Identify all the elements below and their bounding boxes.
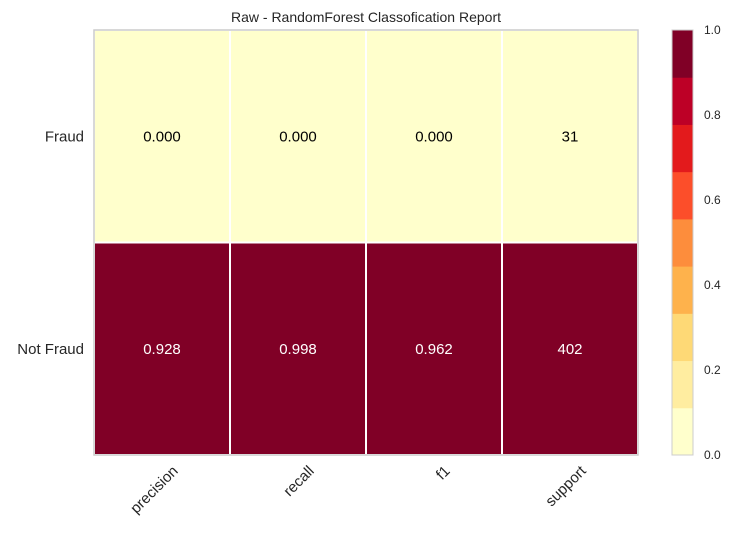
column-tick-label: precision — [127, 463, 181, 517]
colorbar-segment — [672, 313, 693, 362]
cell-value-label: 0.962 — [415, 341, 453, 358]
colorbar-segment — [672, 171, 693, 220]
colorbar-tick-label: 1.0 — [704, 23, 721, 37]
cell-value-label: 0.000 — [279, 128, 317, 145]
cell-value-label: 0.928 — [143, 341, 181, 358]
heatmap-cell-not-fraud-f1 — [365, 241, 503, 456]
colorbar-segment — [672, 30, 693, 78]
heatmap-cell-fraud-precision — [93, 29, 231, 244]
colorbar-segment — [672, 360, 693, 409]
colorbar-tick-label: 0.6 — [704, 193, 721, 207]
row-tick-label: Fraud — [45, 128, 84, 145]
colorbar-segment — [672, 407, 693, 456]
colorbar-tick-label: 0.8 — [704, 108, 721, 122]
column-tick-label: support — [542, 462, 590, 510]
colorbar-segment — [672, 124, 693, 173]
plot-border — [93, 29, 639, 456]
heatmap-cells — [93, 29, 639, 456]
column-tick-label: recall — [280, 463, 317, 500]
colorbar-tick-label: 0.4 — [704, 278, 721, 292]
chart-title: Raw - RandomForest Classofication Report — [231, 9, 501, 25]
colorbar: 0.0 0.2 0.4 0.6 0.8 1.0 — [671, 23, 721, 462]
cell-value-label: 402 — [557, 341, 582, 358]
colorbar-segment — [672, 266, 693, 314]
colorbar-border — [671, 29, 694, 456]
cell-value-label: 0.000 — [415, 128, 453, 145]
heatmap-cell-not-fraud-support — [501, 241, 639, 456]
row-tick-label: Not Fraud — [17, 341, 84, 358]
cell-value-label: 31 — [562, 128, 579, 145]
column-tick-label: f1 — [433, 463, 454, 484]
colorbar-segment — [672, 218, 693, 267]
colorbar-tick-label: 0.2 — [704, 363, 721, 377]
heatmap-cell-fraud-f1 — [365, 29, 503, 244]
cell-value-label: 0.000 — [143, 128, 181, 145]
colorbar-tick-label: 0.0 — [704, 448, 721, 462]
cell-value-label: 0.998 — [279, 341, 317, 358]
colorbar-segment — [672, 77, 693, 125]
